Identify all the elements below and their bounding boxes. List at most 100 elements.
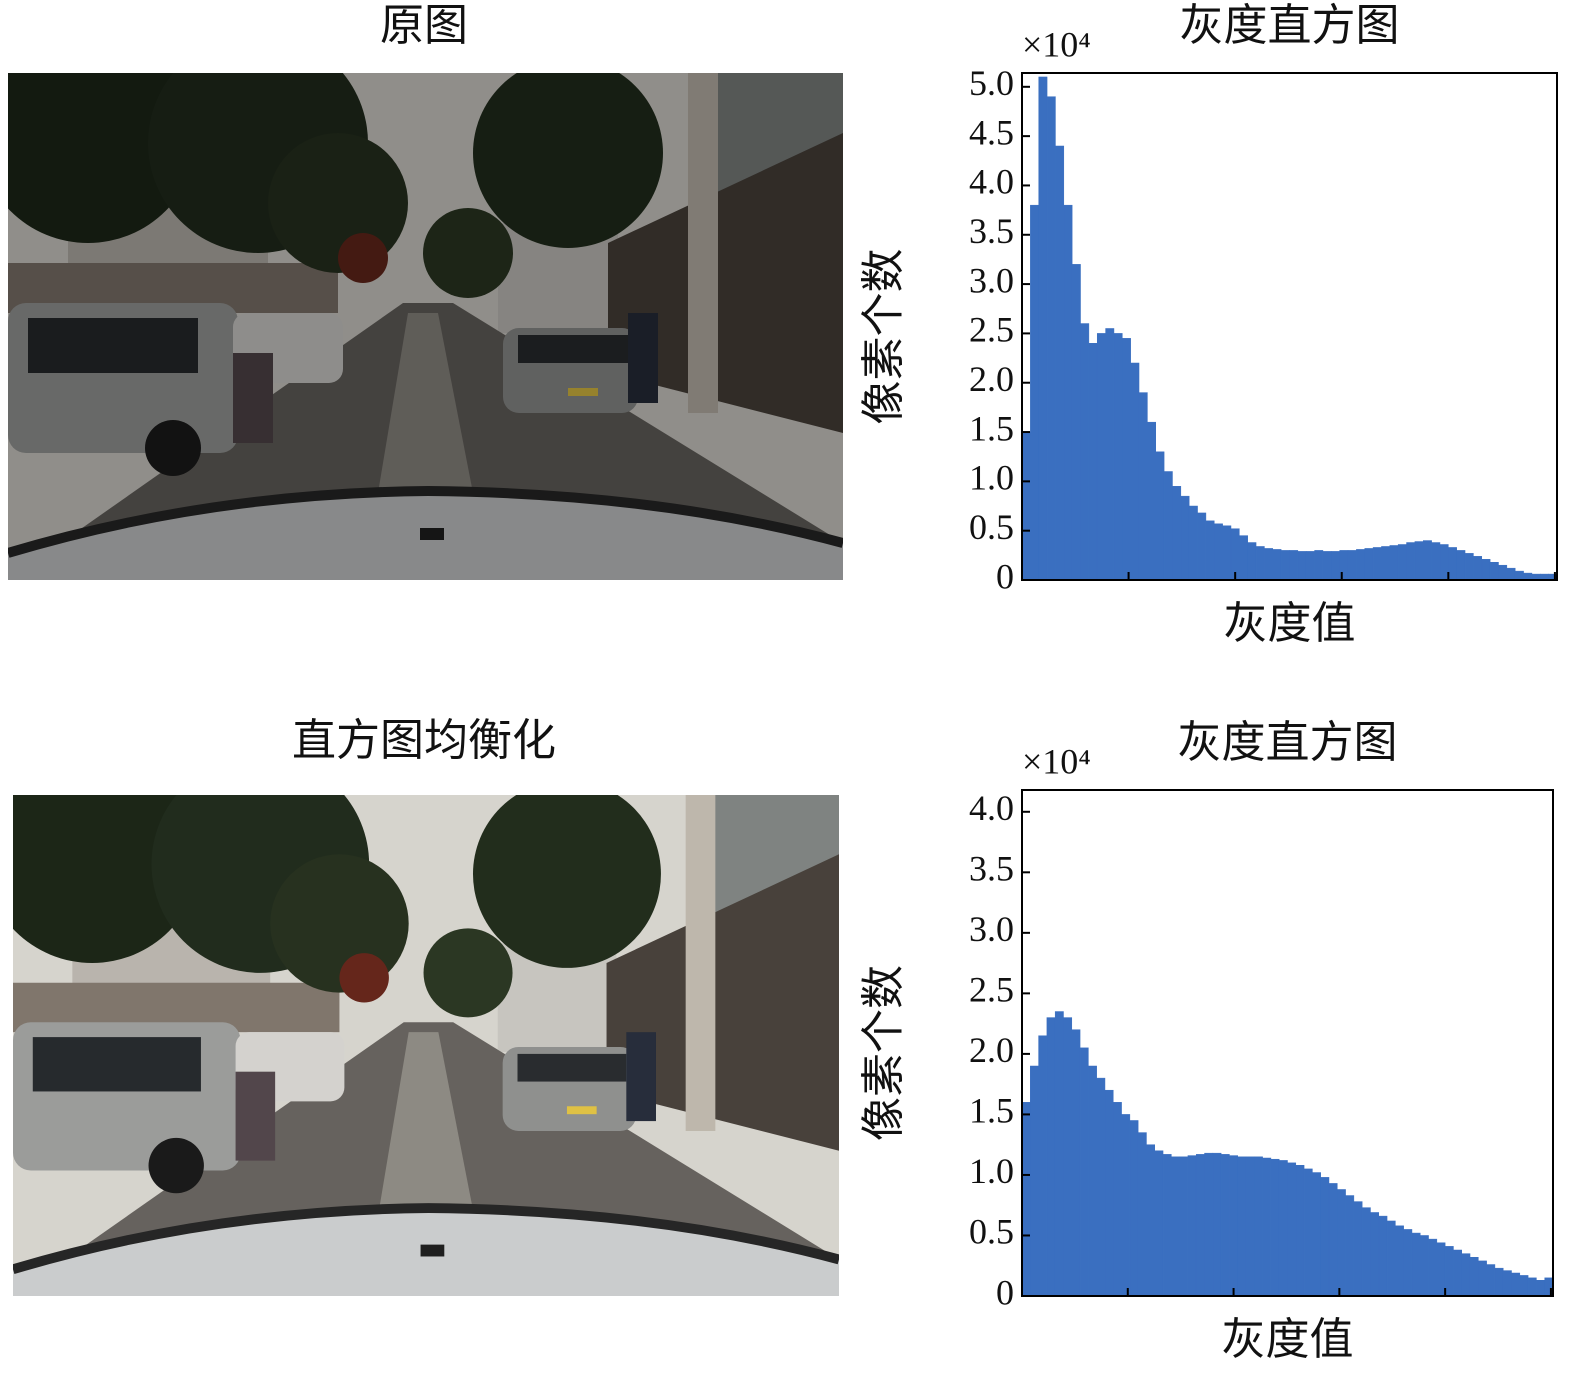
axis-multiplier: ×10⁴ xyxy=(1022,741,1091,781)
bar xyxy=(1278,1160,1288,1297)
y-tick-label: 4.0 xyxy=(969,162,1014,202)
y-tick-label: 4.0 xyxy=(969,788,1014,828)
bar xyxy=(1055,145,1065,581)
bar xyxy=(1473,556,1483,581)
bar xyxy=(1179,1156,1189,1297)
bar xyxy=(1489,561,1499,581)
bar xyxy=(1195,1154,1205,1297)
bar xyxy=(1239,535,1248,581)
bar xyxy=(1527,1277,1537,1297)
bar xyxy=(1536,1280,1545,1297)
bar xyxy=(1229,1155,1238,1297)
bar xyxy=(1331,551,1340,581)
bar xyxy=(1498,564,1508,581)
bar xyxy=(1187,1155,1197,1297)
bar xyxy=(1113,333,1123,581)
plot-frame xyxy=(1021,72,1558,581)
y-tick-label: 1.5 xyxy=(969,408,1014,448)
bar xyxy=(1428,1238,1438,1297)
bar xyxy=(1328,1183,1338,1297)
bar xyxy=(1146,1144,1155,1297)
bar xyxy=(1320,1177,1330,1297)
bar xyxy=(1038,76,1048,581)
chart-title: 灰度直方图 xyxy=(1178,718,1398,767)
y-tick-label: 2.0 xyxy=(969,1030,1014,1070)
y-tick-label: 0 xyxy=(996,1272,1014,1312)
bar xyxy=(1353,1201,1363,1297)
bar xyxy=(1295,1165,1305,1297)
bar xyxy=(1486,1264,1496,1297)
bar xyxy=(1297,551,1307,581)
bar xyxy=(1448,547,1457,581)
bar xyxy=(1154,1150,1164,1297)
bar xyxy=(1104,1089,1114,1297)
bar xyxy=(1356,549,1365,581)
bar xyxy=(1121,1114,1131,1297)
bar xyxy=(1403,1229,1413,1297)
bar xyxy=(1478,1260,1487,1297)
chart-title: 灰度直方图 xyxy=(1180,1,1400,50)
bar xyxy=(1180,495,1190,581)
y-tick-label: 3.0 xyxy=(969,909,1014,949)
bar xyxy=(1439,544,1449,581)
y-tick-label: 0.5 xyxy=(969,507,1014,547)
bar xyxy=(1361,1207,1371,1297)
y-tick-label: 4.5 xyxy=(969,112,1014,152)
axis-multiplier: ×10⁴ xyxy=(1022,24,1091,64)
y-tick-label: 2.5 xyxy=(969,310,1014,350)
y-tick-label: 3.5 xyxy=(969,211,1014,251)
y-tick-label: 2.5 xyxy=(969,970,1014,1010)
bar xyxy=(1088,1065,1097,1297)
bar xyxy=(1254,1156,1263,1297)
bar xyxy=(1423,540,1432,581)
y-tick-label: 1.0 xyxy=(969,1151,1014,1191)
bar xyxy=(1071,264,1081,581)
bar xyxy=(1506,567,1516,581)
bar xyxy=(1395,1225,1404,1297)
bar xyxy=(1255,546,1265,581)
bar xyxy=(1397,544,1407,581)
bar xyxy=(1063,204,1073,581)
y-tick-label: 0 xyxy=(996,556,1014,596)
bar xyxy=(1514,570,1524,581)
x-axis-label: 灰度值 xyxy=(1222,1315,1354,1364)
bar xyxy=(1147,421,1156,581)
bar xyxy=(1220,1154,1230,1297)
bar xyxy=(1481,559,1491,581)
bar xyxy=(1080,323,1090,581)
bar xyxy=(1113,1102,1122,1297)
bar xyxy=(1406,542,1416,581)
bar xyxy=(1171,1156,1180,1297)
bar xyxy=(1461,1253,1471,1297)
bar xyxy=(1411,1232,1421,1297)
bar xyxy=(1105,328,1115,581)
bar xyxy=(1444,1246,1454,1297)
bar xyxy=(1314,550,1324,581)
bar xyxy=(1322,551,1332,581)
bar xyxy=(1264,548,1274,581)
bar xyxy=(1494,1267,1504,1297)
bar xyxy=(1038,1035,1048,1297)
bar xyxy=(1222,525,1232,581)
bar xyxy=(1137,1132,1147,1297)
bar xyxy=(1054,1011,1064,1297)
bar xyxy=(1130,362,1140,581)
bar xyxy=(1046,1017,1056,1297)
bar xyxy=(1129,1120,1139,1297)
bar xyxy=(1305,551,1315,581)
bar xyxy=(1096,333,1106,581)
bar xyxy=(1122,338,1131,581)
bar xyxy=(1378,1215,1388,1297)
bar xyxy=(1155,451,1165,581)
bar xyxy=(1071,1029,1081,1297)
bar xyxy=(1519,1275,1529,1297)
bar xyxy=(1138,392,1148,581)
y-tick-label: 1.0 xyxy=(969,458,1014,498)
bar xyxy=(1453,1249,1462,1297)
original-photo xyxy=(8,73,843,580)
bar xyxy=(1414,541,1424,581)
bar xyxy=(1163,471,1173,581)
bar xyxy=(1386,1220,1396,1297)
bar xyxy=(1502,1270,1512,1297)
